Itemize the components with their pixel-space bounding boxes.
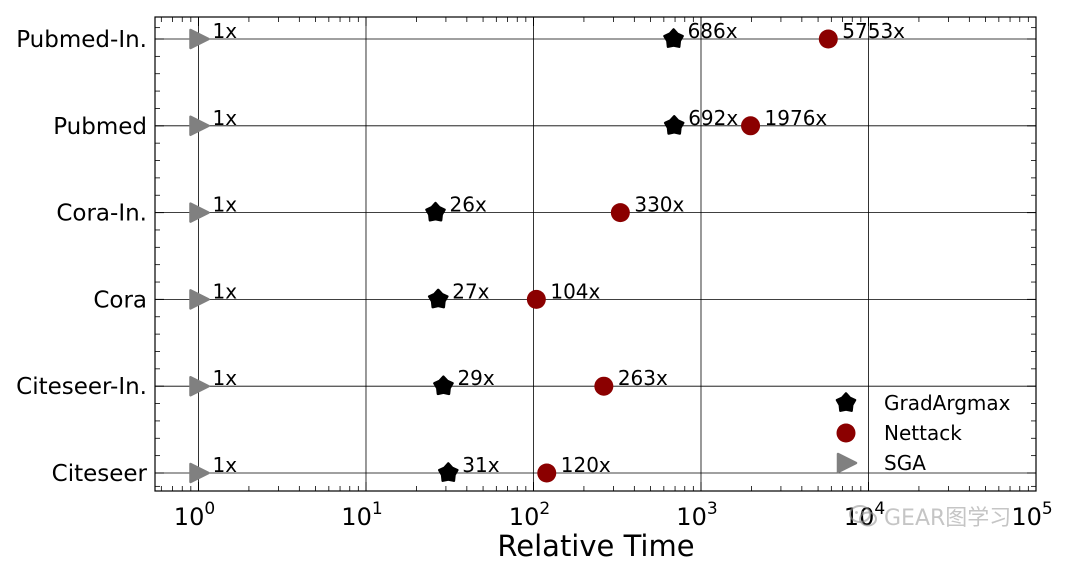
x-tick-exponent: 2 xyxy=(539,499,550,519)
axis-ticks: 100 101 102 103 1 0 4 105 Pubmed-In. Pubmed Cora-I… xyxy=(16,17,1053,531)
legend-marker-nettack xyxy=(836,423,856,443)
x-tick-exponent: 4 xyxy=(874,499,885,519)
sga-data-label: 1x xyxy=(212,19,237,43)
legend-marker-gradargmax xyxy=(835,392,857,412)
nettack-data-label: 120x xyxy=(561,453,611,477)
x-tick-exponent: 5 xyxy=(1042,499,1053,519)
legend-label-nettack: Nettack xyxy=(884,421,962,445)
gradargmax-point xyxy=(427,288,449,309)
gradargmax-point xyxy=(663,115,685,135)
watermark: GEAR图学习 xyxy=(848,500,1011,532)
y-tick-label: Cora-In. xyxy=(56,201,147,227)
nettack-data-label: 5753x xyxy=(842,19,905,43)
watermark-text: GEAR图学习 xyxy=(884,506,1012,531)
x-tick-label: 105 xyxy=(1011,499,1052,531)
sga-point xyxy=(189,202,210,223)
gradargmax-point xyxy=(663,28,684,48)
nettack-data-label: 104x xyxy=(550,279,600,303)
legend-label-gradargmax: GradArgmax xyxy=(884,391,1011,415)
data-marks: 686x 692x 26x 27x 29x 31x 5753x 1976x 330x 104x 26… xyxy=(189,19,905,484)
nettack-point xyxy=(594,376,614,396)
x-tick-exponent: 0 xyxy=(204,499,215,519)
sga-point xyxy=(189,289,210,310)
legend-label-sga: SGA xyxy=(884,451,926,475)
nettack-point xyxy=(741,116,761,136)
y-tick-label: Cora xyxy=(93,287,147,313)
gradargmax-point xyxy=(425,201,446,222)
gradargmax-point xyxy=(433,375,454,396)
sga-point xyxy=(189,462,210,484)
x-tick-label: 101 xyxy=(341,499,382,531)
x-tick-label: 100 xyxy=(174,499,215,531)
wechat-icon xyxy=(849,505,877,527)
legend-marker-sga xyxy=(836,452,858,474)
nettack-point xyxy=(537,463,557,483)
gradargmax-data-label: 27x xyxy=(452,279,489,303)
gradargmax-data-label: 29x xyxy=(457,366,494,390)
grid xyxy=(155,17,1037,491)
x-axis-label: Relative Time xyxy=(497,529,694,563)
sga-data-label: 1x xyxy=(212,453,237,477)
nettack-data-label: 1976x xyxy=(765,106,828,130)
nettack-point xyxy=(526,289,546,309)
sga-data-label: 1x xyxy=(212,193,237,217)
x-tick-label: 102 xyxy=(509,499,550,531)
nettack-data-label: 263x xyxy=(618,366,668,390)
sga-point xyxy=(189,28,210,50)
y-tick-label: Citeseer-In. xyxy=(16,374,147,400)
x-tick-exponent: 1 xyxy=(372,499,383,519)
sga-data-label: 1x xyxy=(212,106,237,130)
sga-point xyxy=(189,115,210,137)
y-tick-label: Pubmed xyxy=(53,114,147,140)
legend: GradArgmax Nettack SGA xyxy=(835,391,1011,475)
x-tick-label: 103 xyxy=(676,499,717,531)
sga-point xyxy=(189,375,210,397)
nettack-point xyxy=(818,29,838,49)
plot-frame xyxy=(154,16,1037,492)
gradargmax-data-label: 686x xyxy=(688,19,738,43)
y-tick-label: Pubmed-In. xyxy=(16,27,147,53)
sga-data-label: 1x xyxy=(212,279,237,303)
nettack-point xyxy=(610,203,630,223)
gradargmax-data-label: 31x xyxy=(462,453,499,477)
gradargmax-data-label: 692x xyxy=(688,106,738,130)
nettack-data-label: 330x xyxy=(634,193,684,217)
gradargmax-point xyxy=(438,462,459,482)
sga-data-label: 1x xyxy=(212,366,237,390)
x-tick-exponent: 3 xyxy=(707,499,718,519)
y-tick-label: Citeseer xyxy=(52,461,148,487)
gradargmax-data-label: 26x xyxy=(450,193,487,217)
